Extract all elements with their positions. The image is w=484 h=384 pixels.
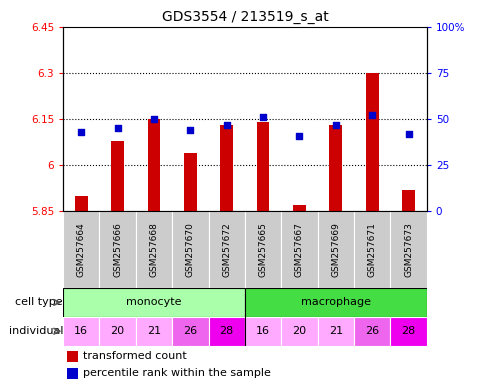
Text: 16: 16 [74,326,88,336]
Text: GSM257666: GSM257666 [113,222,122,277]
Text: GSM257672: GSM257672 [222,222,231,277]
Bar [353,211,390,288]
Text: 16: 16 [256,326,270,336]
Text: 20: 20 [110,326,124,336]
Bar [244,317,281,346]
Bar [147,119,160,211]
Title: GDS3554 / 213519_s_at: GDS3554 / 213519_s_at [161,10,328,25]
Text: GSM257665: GSM257665 [258,222,267,277]
Text: individual: individual [9,326,63,336]
Point [77,129,85,135]
Text: 26: 26 [183,326,197,336]
Bar [183,153,197,211]
Bar [63,211,99,288]
Bar [220,125,233,211]
Bar [208,211,244,288]
Point [367,112,375,118]
Text: 26: 26 [364,326,378,336]
Text: 20: 20 [292,326,306,336]
Point [258,114,266,120]
Bar [111,141,124,211]
Bar [390,211,426,288]
Bar [353,317,390,346]
Point [113,125,121,131]
Bar [329,125,342,211]
Bar [136,317,172,346]
Bar [281,317,317,346]
Text: 21: 21 [147,326,161,336]
Text: GSM257670: GSM257670 [185,222,195,277]
Text: percentile rank within the sample: percentile rank within the sample [83,368,271,378]
Text: 21: 21 [328,326,342,336]
Text: GSM257664: GSM257664 [76,222,86,277]
Bar [244,211,281,288]
Point [222,121,230,127]
Bar [63,288,244,317]
Bar [75,196,88,211]
Point [404,131,411,137]
Bar [365,73,378,211]
Bar [67,368,77,379]
Bar [317,211,353,288]
Bar [67,351,77,362]
Text: GSM257673: GSM257673 [403,222,412,277]
Text: monocyte: monocyte [126,297,182,308]
Bar [244,288,426,317]
Text: transformed count: transformed count [83,351,186,361]
Text: GSM257667: GSM257667 [294,222,303,277]
Text: 28: 28 [401,326,415,336]
Text: cell type: cell type [15,297,63,308]
Bar [99,317,136,346]
Bar [172,211,208,288]
Text: GSM257669: GSM257669 [331,222,340,277]
Bar [401,190,414,211]
Bar [63,317,99,346]
Text: 28: 28 [219,326,233,336]
Text: macrophage: macrophage [300,297,370,308]
Bar [256,122,269,211]
Text: GSM257668: GSM257668 [149,222,158,277]
Bar [208,317,244,346]
Bar [99,211,136,288]
Bar [136,211,172,288]
Bar [172,317,208,346]
Point [186,127,194,133]
Bar [281,211,317,288]
Point [295,132,302,139]
Bar [292,205,305,211]
Point [150,116,157,122]
Point [331,121,339,127]
Bar [390,317,426,346]
Text: GSM257671: GSM257671 [367,222,376,277]
Bar [317,317,353,346]
